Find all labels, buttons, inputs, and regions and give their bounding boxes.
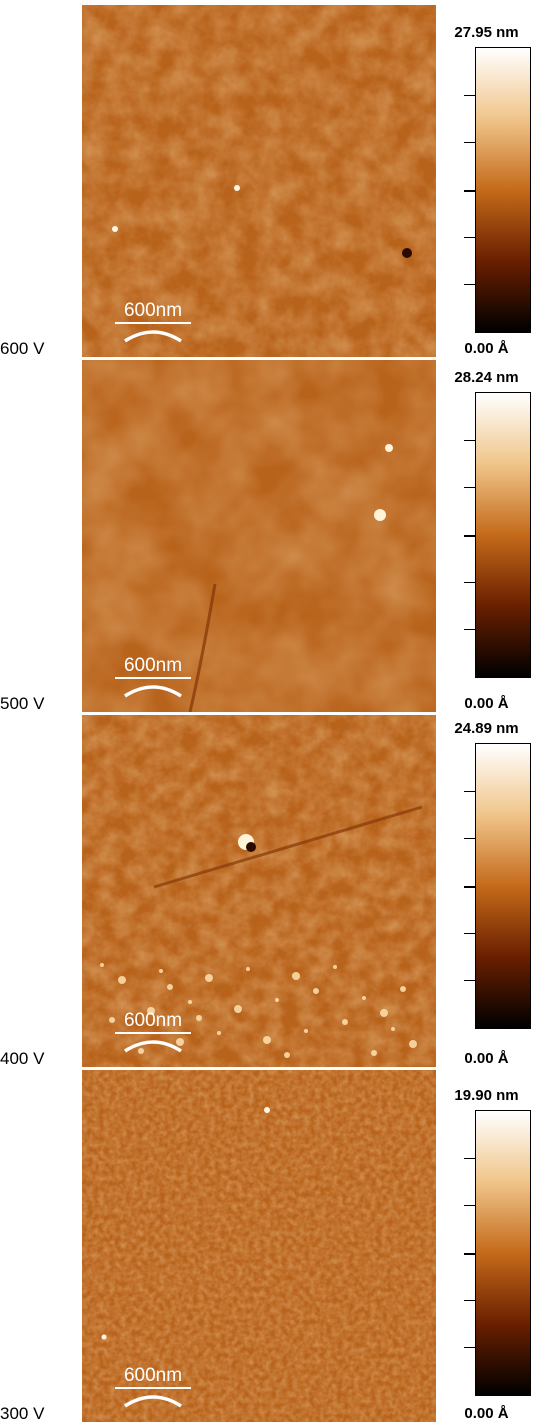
colorbar-tick xyxy=(464,1253,476,1255)
colorbar-tick xyxy=(464,932,476,935)
scale-bar-line xyxy=(115,1032,191,1034)
colorbar xyxy=(464,392,531,678)
scale-bar: 600nm xyxy=(115,1366,191,1408)
colorbar-tick xyxy=(464,283,476,286)
afm-panel-600v: 600nm 600 V 27.95 nm 0.00 Å xyxy=(0,5,533,357)
scale-bar-line xyxy=(115,1387,191,1389)
scale-bar-line xyxy=(115,322,191,324)
colorbar xyxy=(464,47,531,333)
colorbar-tick xyxy=(464,236,476,239)
colorbar-tick xyxy=(464,190,476,192)
voltage-label: 500 V xyxy=(0,694,45,713)
afm-height-image: 600nm xyxy=(82,1070,436,1422)
colorbar-tick xyxy=(464,94,476,97)
scale-bar-arc xyxy=(124,685,182,698)
colorbar-min-label: 0.00 Å xyxy=(464,340,509,357)
colorbar-tick xyxy=(464,1346,476,1349)
afm-surface xyxy=(82,715,436,1067)
colorbar-tick xyxy=(464,1157,476,1160)
colorbar-max-label: 28.24 nm xyxy=(454,369,519,386)
afm-panel-300v: 600nm 300 V 19.90 nm 0.00 Å xyxy=(0,1070,533,1422)
colorbar-min-label: 0.00 Å xyxy=(464,1405,509,1422)
colorbar-tick xyxy=(464,790,476,793)
afm-surface xyxy=(82,1070,436,1422)
colorbar-tick xyxy=(464,141,476,144)
colorbar-tick xyxy=(464,439,476,442)
scale-bar: 600nm xyxy=(115,1011,191,1053)
scale-bar-label: 600nm xyxy=(123,655,183,676)
scale-bar-arc xyxy=(124,1395,182,1408)
voltage-label: 600 V xyxy=(0,339,45,358)
colorbar-min-label: 0.00 Å xyxy=(464,695,509,712)
colorbar-tick xyxy=(464,886,476,888)
scale-bar: 600nm xyxy=(115,656,191,698)
afm-height-image: 600nm xyxy=(82,5,436,357)
voltage-label: 300 V xyxy=(0,1404,45,1423)
scale-bar-label: 600nm xyxy=(123,1365,183,1386)
colorbar-tick xyxy=(464,486,476,489)
scale-bar-label: 600nm xyxy=(123,1010,183,1031)
colorbar-tick xyxy=(464,979,476,982)
afm-panel-400v: 600nm 400 V 24.89 nm 0.00 Å xyxy=(0,715,533,1067)
afm-surface xyxy=(82,5,436,357)
colorbar-tick xyxy=(464,628,476,631)
colorbar-tick xyxy=(464,1204,476,1207)
afm-surface xyxy=(82,360,436,712)
scale-bar: 600nm xyxy=(115,301,191,343)
afm-height-image: 600nm xyxy=(82,360,436,712)
colorbar xyxy=(464,1110,531,1396)
scale-bar-arc xyxy=(124,1040,182,1053)
colorbar-tick xyxy=(464,837,476,840)
colorbar-tick xyxy=(464,581,476,584)
colorbar-min-label: 0.00 Å xyxy=(464,1050,509,1067)
colorbar-tick xyxy=(464,535,476,537)
colorbar-max-label: 19.90 nm xyxy=(454,1087,519,1104)
colorbar-tick xyxy=(464,1299,476,1302)
scale-bar-line xyxy=(115,677,191,679)
afm-height-image: 600nm xyxy=(82,715,436,1067)
colorbar-max-label: 27.95 nm xyxy=(454,24,519,41)
voltage-label: 400 V xyxy=(0,1049,45,1068)
colorbar-max-label: 24.89 nm xyxy=(454,720,519,737)
scale-bar-arc xyxy=(124,330,182,343)
colorbar xyxy=(464,743,531,1029)
afm-panel-500v: 600nm 500 V 28.24 nm 0.00 Å xyxy=(0,360,533,712)
scale-bar-label: 600nm xyxy=(123,300,183,321)
